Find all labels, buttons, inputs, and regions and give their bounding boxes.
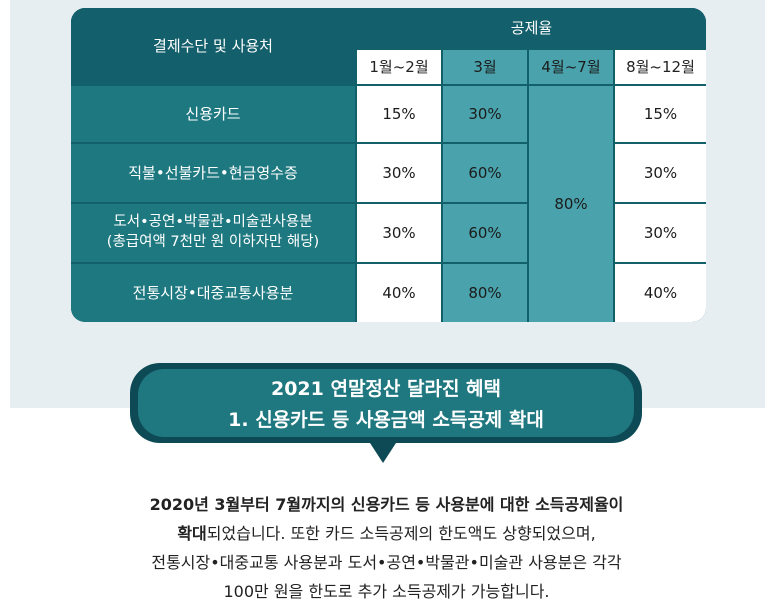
cell-market-jan-feb: 40%: [357, 264, 441, 322]
cell-culture-aug-dec: 30%: [615, 204, 706, 262]
body-line-2-bold: 확대: [177, 524, 207, 543]
period-jan-feb: 1월~2월: [357, 50, 441, 84]
row-label-credit-card: 신용카드: [71, 86, 355, 142]
headline-line2: 1. 신용카드 등 사용금액 소득공제 확대: [228, 409, 544, 431]
cell-debit-aug-dec: 30%: [615, 144, 706, 202]
period-apr-jul: 4월~7월: [529, 50, 613, 84]
cell-market-mar: 80%: [443, 264, 527, 322]
body-line-2: 확대되었습니다. 또한 카드 소득공제의 한도액도 상향되었으며,: [20, 520, 753, 544]
row-label-market-transit: 전통시장•대중교통사용분: [71, 264, 355, 322]
body-line-3: 전통시장•대중교통 사용분과 도서•공연•박물관•미술관 사용분은 각각: [151, 553, 622, 572]
period-mar: 3월: [443, 50, 527, 84]
row-label-culture-line1: 도서•공연•박물관•미술관사용분: [113, 214, 313, 231]
cell-culture-jan-feb: 30%: [357, 204, 441, 262]
cell-apr-jul-merged: 80%: [529, 86, 613, 322]
cell-culture-mar: 60%: [443, 204, 527, 262]
headline-bubble: 2021 연말정산 달라진 혜택 1. 신용카드 등 사용금액 소득공제 확대: [130, 363, 642, 443]
row-label-debit-card: 직불•선불카드•현금영수증: [71, 144, 355, 202]
headline-bubble-inner: 2021 연말정산 달라진 혜택 1. 신용카드 등 사용금액 소득공제 확대: [138, 369, 634, 437]
header-payment-method: 결제수단 및 사용처: [71, 8, 355, 84]
cell-debit-jan-feb: 30%: [357, 144, 441, 202]
row-label-culture-line2: (총급여액 7천만 원 이하자만 해당): [106, 234, 320, 250]
period-aug-dec: 8월~12월: [615, 50, 706, 84]
deduction-rate-table: 결제수단 및 사용처 공제율 1월~2월 3월 4월~7월 8월~12월 신용카…: [71, 8, 706, 322]
body-line-2-rest: 되었습니다. 또한 카드 소득공제의 한도액도 상향되었으며,: [206, 524, 596, 543]
cell-market-aug-dec: 40%: [615, 264, 706, 322]
cell-debit-mar: 60%: [443, 144, 527, 202]
bubble-tail: [370, 443, 396, 463]
body-line-4: 100만 원을 한도로 추가 소득공제가 가능합니다.: [223, 582, 550, 601]
cell-credit-mar: 30%: [443, 86, 527, 142]
cell-credit-jan-feb: 15%: [357, 86, 441, 142]
cell-credit-aug-dec: 15%: [615, 86, 706, 142]
header-deduction-rate: 공제율: [357, 8, 706, 48]
headline-line1: 2021 연말정산 달라진 혜택: [270, 378, 502, 400]
body-line-1: 2020년 3월부터 7월까지의 신용카드 등 사용분에 대한 소득공제율이: [149, 495, 624, 514]
row-label-culture: 도서•공연•박물관•미술관사용분 (총급여액 7천만 원 이하자만 해당): [71, 204, 355, 262]
